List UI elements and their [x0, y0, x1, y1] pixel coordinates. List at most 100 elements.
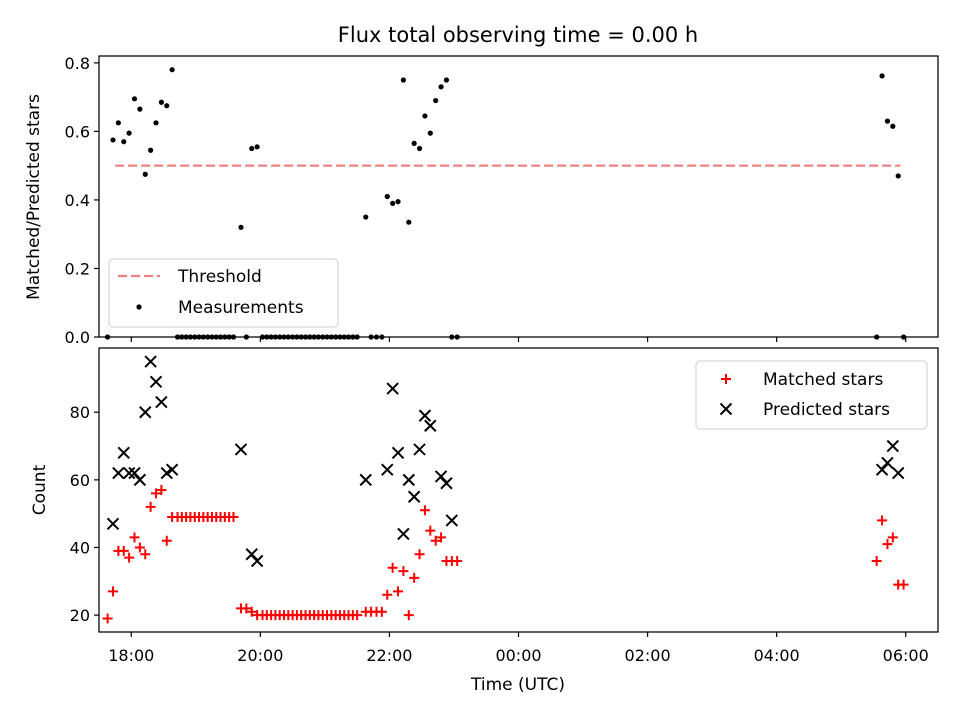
matched-star-point — [156, 485, 167, 495]
measurement-point — [337, 334, 343, 340]
measurement-point — [126, 130, 132, 136]
measurement-point — [400, 77, 407, 83]
measurement-point — [179, 334, 185, 340]
measurement-point — [884, 118, 891, 124]
matched-star-point — [877, 515, 888, 526]
matched-star-point — [352, 610, 363, 621]
matched-star-point — [145, 501, 156, 512]
bottom-y-ticks: 20 40 60 80 — [70, 403, 99, 625]
measurement-point — [307, 334, 313, 340]
measurement-point — [384, 193, 390, 200]
matched-star-point — [161, 535, 172, 546]
predicted-star-point — [234, 443, 248, 456]
predicted-star-point — [250, 554, 264, 568]
legend-predicted-label: Predicted stars — [763, 400, 890, 420]
measurement-point — [416, 145, 423, 152]
x-tick-label: 04:00 — [754, 646, 800, 665]
measurement-point — [264, 334, 270, 340]
predicted-star-point — [122, 466, 136, 480]
measurement-point — [277, 334, 283, 340]
matched-star-point — [387, 562, 398, 573]
predicted-star-point — [359, 473, 372, 487]
matched-star-point — [246, 606, 257, 617]
predicted-star-point — [160, 466, 173, 480]
top-y-tick-label: 0.2 — [65, 259, 90, 278]
matched-star-point — [882, 539, 893, 550]
predicted-star-point — [133, 473, 147, 487]
measurement-point — [298, 334, 304, 340]
measurement-point — [222, 334, 228, 340]
matched-star-point — [102, 613, 113, 624]
measurement-point — [895, 173, 901, 179]
legend-matched-swatch — [721, 374, 731, 384]
top-y-tick-label: 0.8 — [65, 54, 90, 73]
predicted-star-point — [106, 517, 120, 531]
predicted-star-point — [386, 382, 399, 395]
bottom-y-tick-label: 40 — [70, 538, 90, 557]
matched-star-point — [140, 549, 151, 560]
measurement-point — [324, 334, 330, 340]
measurement-point — [315, 334, 322, 340]
measurement-point — [900, 334, 907, 340]
bottom-y-tick-label: 20 — [70, 606, 90, 625]
predicted-star-point — [391, 446, 405, 460]
matched-star-point — [382, 589, 393, 600]
measurement-point — [320, 334, 326, 340]
matched-star-point — [118, 545, 129, 556]
matched-star-point — [887, 532, 898, 543]
predicted-star-point — [881, 456, 894, 470]
measurement-point — [142, 171, 148, 177]
top-legend: Threshold Measurements — [108, 258, 339, 328]
measurement-point — [110, 137, 116, 143]
measurement-point — [105, 334, 111, 340]
measurement-point — [333, 334, 339, 340]
matched-star-point — [134, 542, 145, 553]
measurement-point — [433, 97, 439, 104]
measurement-point — [302, 334, 309, 340]
predicted-star-point — [407, 490, 421, 503]
matched-star-point — [430, 535, 441, 546]
predicted-star-point — [112, 466, 125, 480]
measurement-point — [438, 84, 444, 90]
measurement-point — [449, 334, 455, 340]
matched-star-point — [871, 556, 882, 566]
predicted-star-point — [402, 473, 415, 487]
matched-star-point — [393, 586, 404, 597]
top-y-tick-label: 0.0 — [65, 328, 90, 347]
measurement-point — [373, 334, 380, 340]
measurement-point — [169, 67, 175, 73]
matched-star-point — [129, 532, 140, 543]
matched-star-point — [151, 488, 162, 499]
measurement-point — [164, 103, 170, 109]
top-marks — [105, 67, 907, 340]
measurement-point — [890, 123, 896, 129]
measurement-point — [217, 334, 224, 340]
matched-star-point — [398, 566, 409, 577]
measurement-point — [230, 334, 237, 340]
bottom-marks — [102, 355, 909, 624]
measurement-point — [345, 334, 352, 340]
measurement-point — [422, 113, 428, 119]
x-tick-label: 18:00 — [108, 646, 154, 665]
bottom-x-axis-label: Time (UTC) — [470, 675, 565, 695]
legend-plus-marker — [721, 374, 731, 384]
measurement-point — [259, 334, 266, 340]
measurement-point — [192, 334, 198, 340]
measurement-point — [121, 139, 127, 145]
predicted-star-point — [149, 375, 163, 389]
chart-title: Flux total observing time = 0.00 h — [338, 23, 698, 47]
measurement-point — [272, 334, 279, 340]
matched-star-point — [898, 579, 909, 590]
measurement-point — [226, 334, 232, 340]
measurement-point — [268, 334, 274, 340]
measurement-point — [406, 219, 412, 225]
measurement-point — [311, 334, 317, 340]
top-y-ticks: 0.0 0.2 0.4 0.6 0.8 — [65, 54, 99, 347]
matched-star-point — [452, 556, 463, 566]
predicted-star-point — [117, 446, 130, 460]
predicted-star-point — [445, 514, 459, 527]
predicted-star-point — [413, 443, 426, 456]
x-tick-label: 00:00 — [495, 646, 541, 665]
legend-measurements-label: Measurements — [178, 298, 304, 318]
matched-star-point — [425, 525, 436, 536]
